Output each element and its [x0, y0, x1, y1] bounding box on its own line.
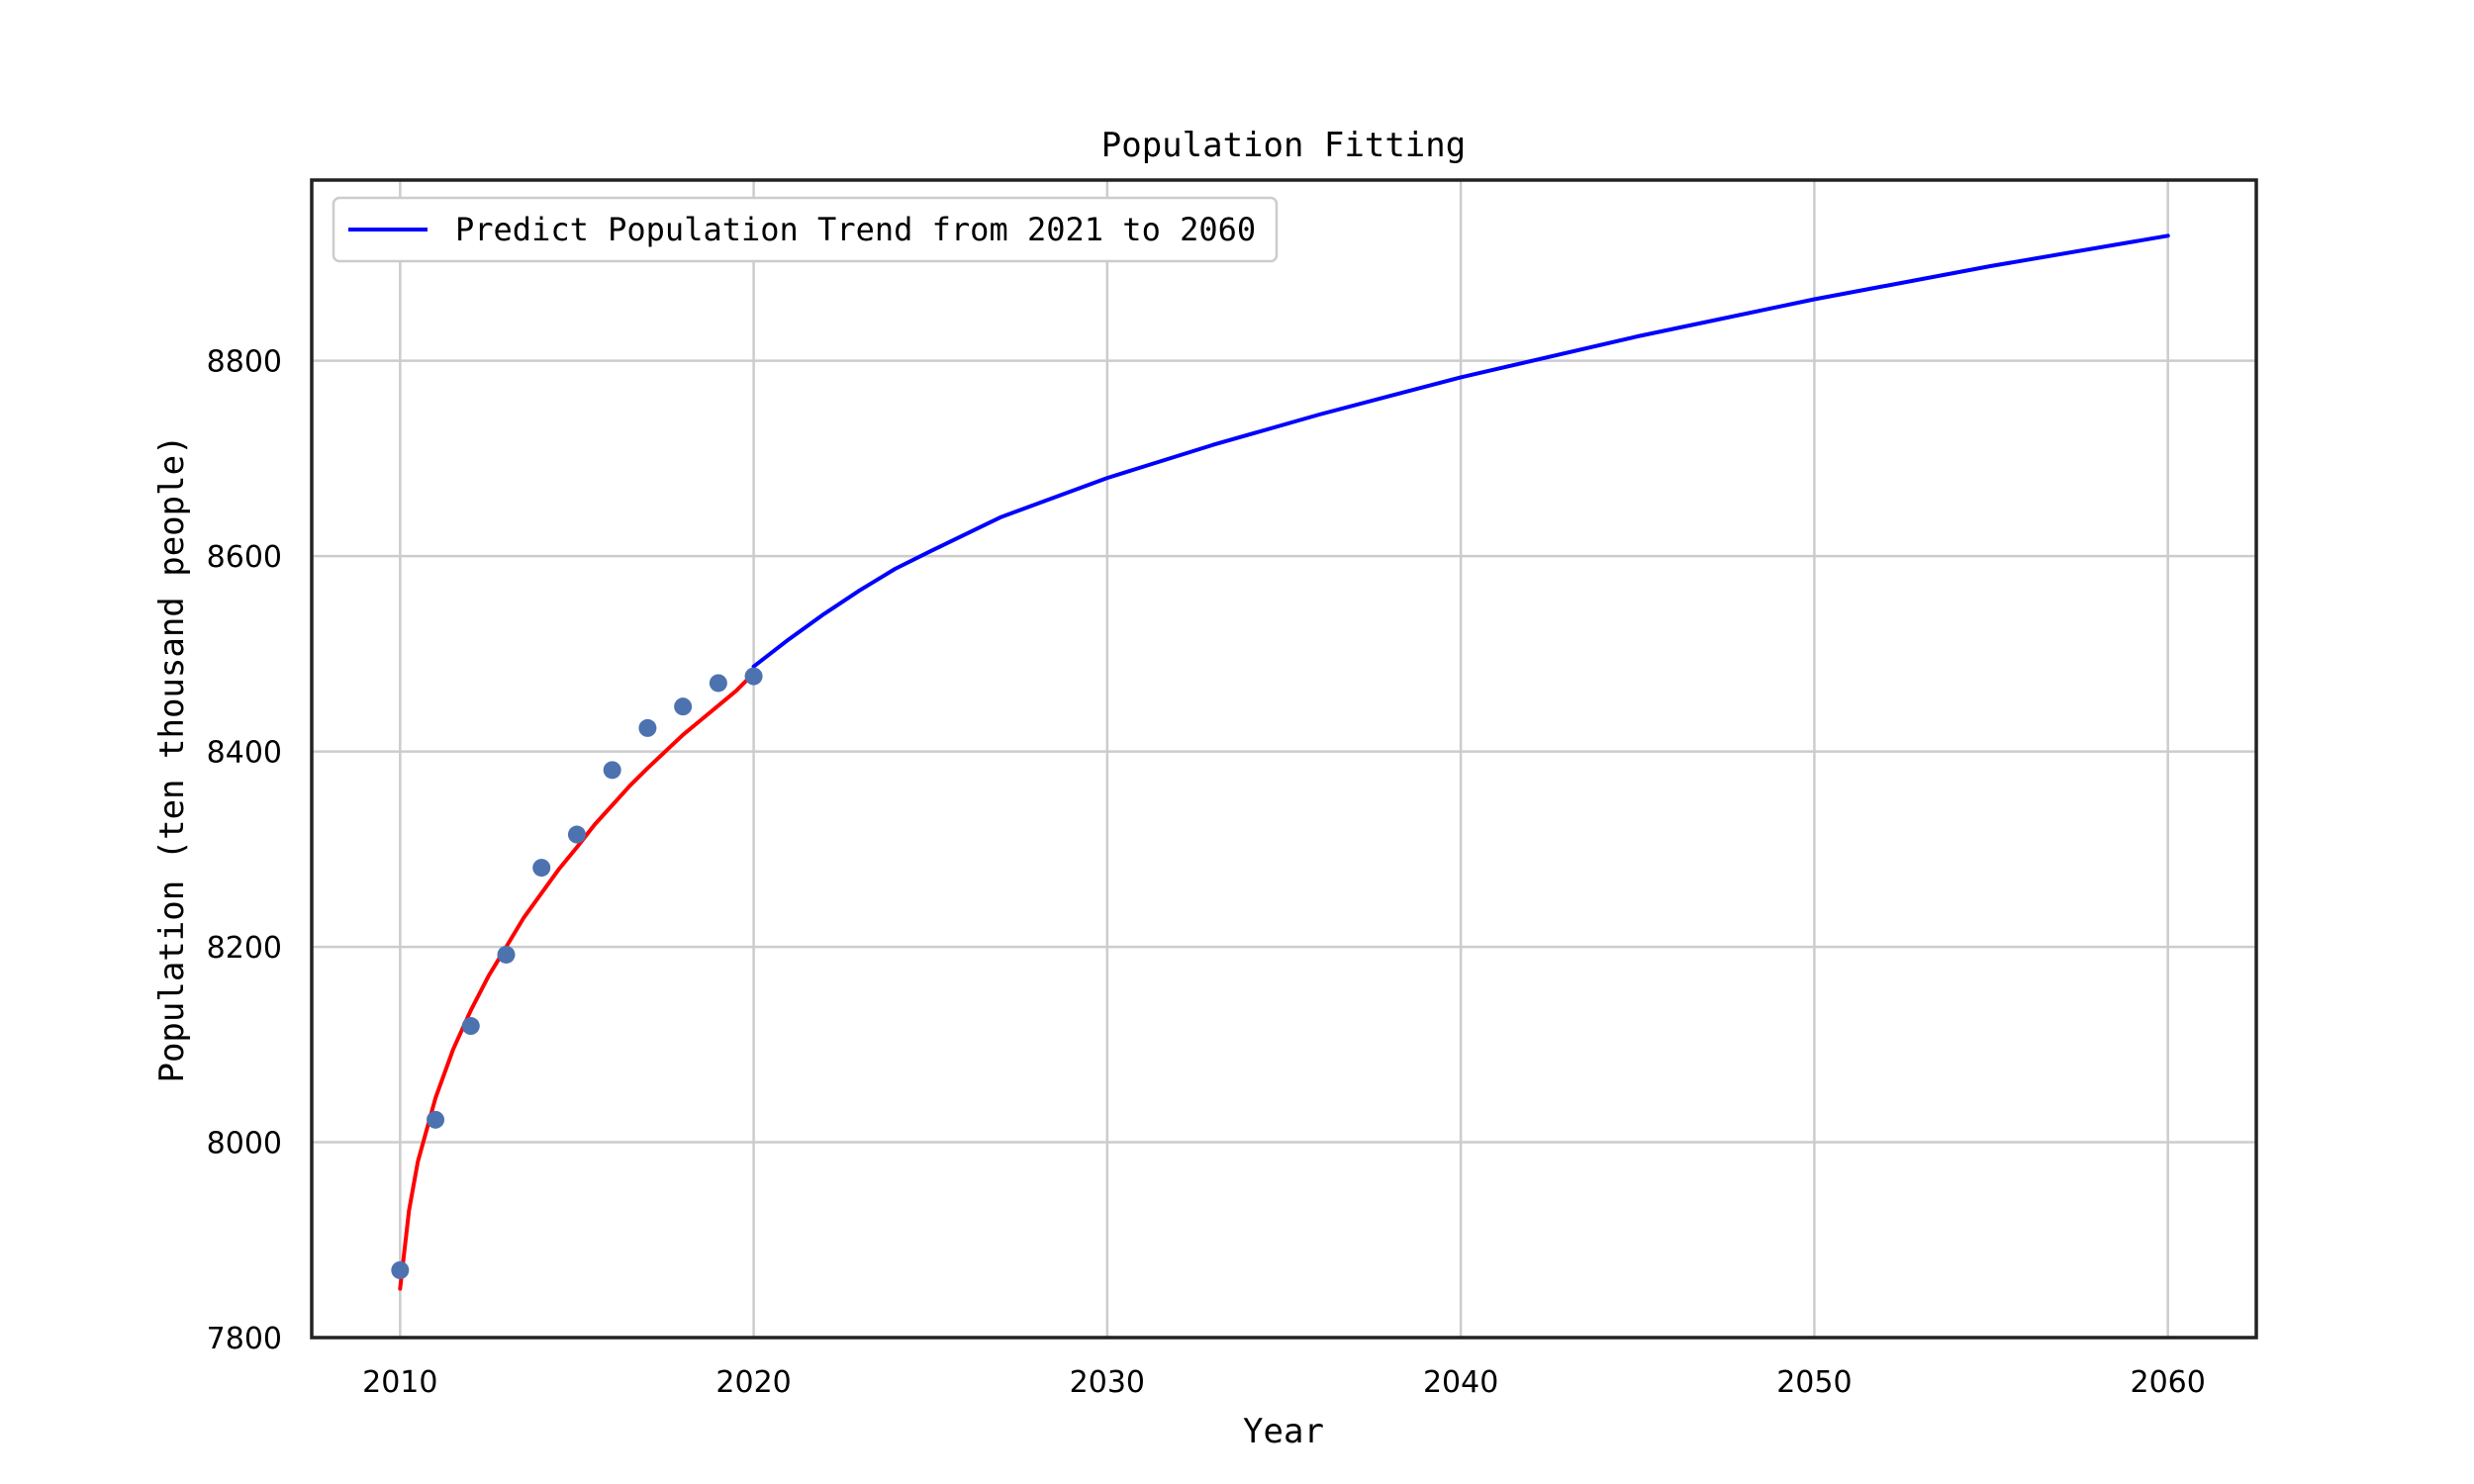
y-axis-label: Population (ten thousand people) — [152, 434, 192, 1082]
predicted-trend-line — [751, 233, 2170, 669]
y-tick-label: 8200 — [207, 931, 282, 966]
y-tick-label: 8000 — [207, 1127, 282, 1161]
grid-layer — [312, 180, 2256, 1338]
x-axis-label: Year — [1243, 1412, 1324, 1451]
data-point — [391, 1260, 410, 1279]
x-tick-label: 2060 — [2131, 1365, 2206, 1400]
data-point — [674, 697, 693, 716]
tick-layer: 2010 2020 2030 2040 2050 2060 7800 8000 8200 8400… — [207, 345, 2206, 1400]
data-point — [497, 945, 516, 964]
data-point — [427, 1110, 445, 1129]
y-tick-label: 7800 — [207, 1322, 282, 1356]
x-tick-label: 2020 — [715, 1365, 791, 1400]
data-point — [567, 825, 586, 844]
y-tick-label: 8800 — [207, 345, 282, 380]
fitted-curve-line — [398, 671, 756, 1291]
chart-title: Population Fitting — [1101, 126, 1466, 165]
legend: Predict Population Trend from 2021 to 20… — [332, 196, 1279, 263]
x-tick-label: 2030 — [1070, 1365, 1145, 1400]
legend-box — [332, 196, 1279, 263]
data-point — [461, 1017, 480, 1036]
x-tick-label: 2010 — [362, 1365, 437, 1400]
series-layer — [391, 233, 2170, 1291]
y-tick-label: 8600 — [207, 540, 282, 575]
data-point — [532, 859, 551, 878]
data-point — [744, 667, 763, 686]
x-tick-label: 2040 — [1423, 1365, 1498, 1400]
data-point — [603, 761, 621, 780]
data-point — [638, 718, 657, 737]
y-tick-label: 8400 — [207, 736, 282, 771]
data-point — [709, 674, 727, 693]
legend-label-predict: Predict Population Trend from 2021 to 20… — [455, 211, 1256, 248]
x-tick-label: 2050 — [1776, 1365, 1852, 1400]
plot-frame — [310, 178, 2258, 1340]
